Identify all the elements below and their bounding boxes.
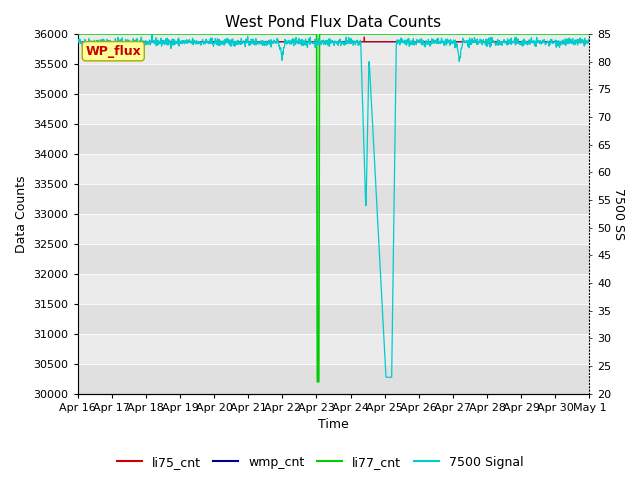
Bar [77, 64, 589, 94]
X-axis label: Time: Time [318, 419, 349, 432]
Bar [77, 34, 589, 64]
Y-axis label: Data Counts: Data Counts [15, 175, 28, 252]
Bar [77, 304, 589, 334]
Bar [77, 334, 589, 364]
Text: WP_flux: WP_flux [85, 45, 141, 58]
Bar [77, 214, 589, 244]
Bar [77, 94, 589, 124]
Y-axis label: 7500 SS: 7500 SS [612, 188, 625, 240]
Title: West Pond Flux Data Counts: West Pond Flux Data Counts [225, 15, 442, 30]
Bar [77, 154, 589, 184]
Legend: li75_cnt, wmp_cnt, li77_cnt, 7500 Signal: li75_cnt, wmp_cnt, li77_cnt, 7500 Signal [112, 451, 528, 474]
Bar [77, 244, 589, 274]
Bar [77, 184, 589, 214]
Bar [77, 364, 589, 394]
Bar [77, 124, 589, 154]
Bar [77, 274, 589, 304]
